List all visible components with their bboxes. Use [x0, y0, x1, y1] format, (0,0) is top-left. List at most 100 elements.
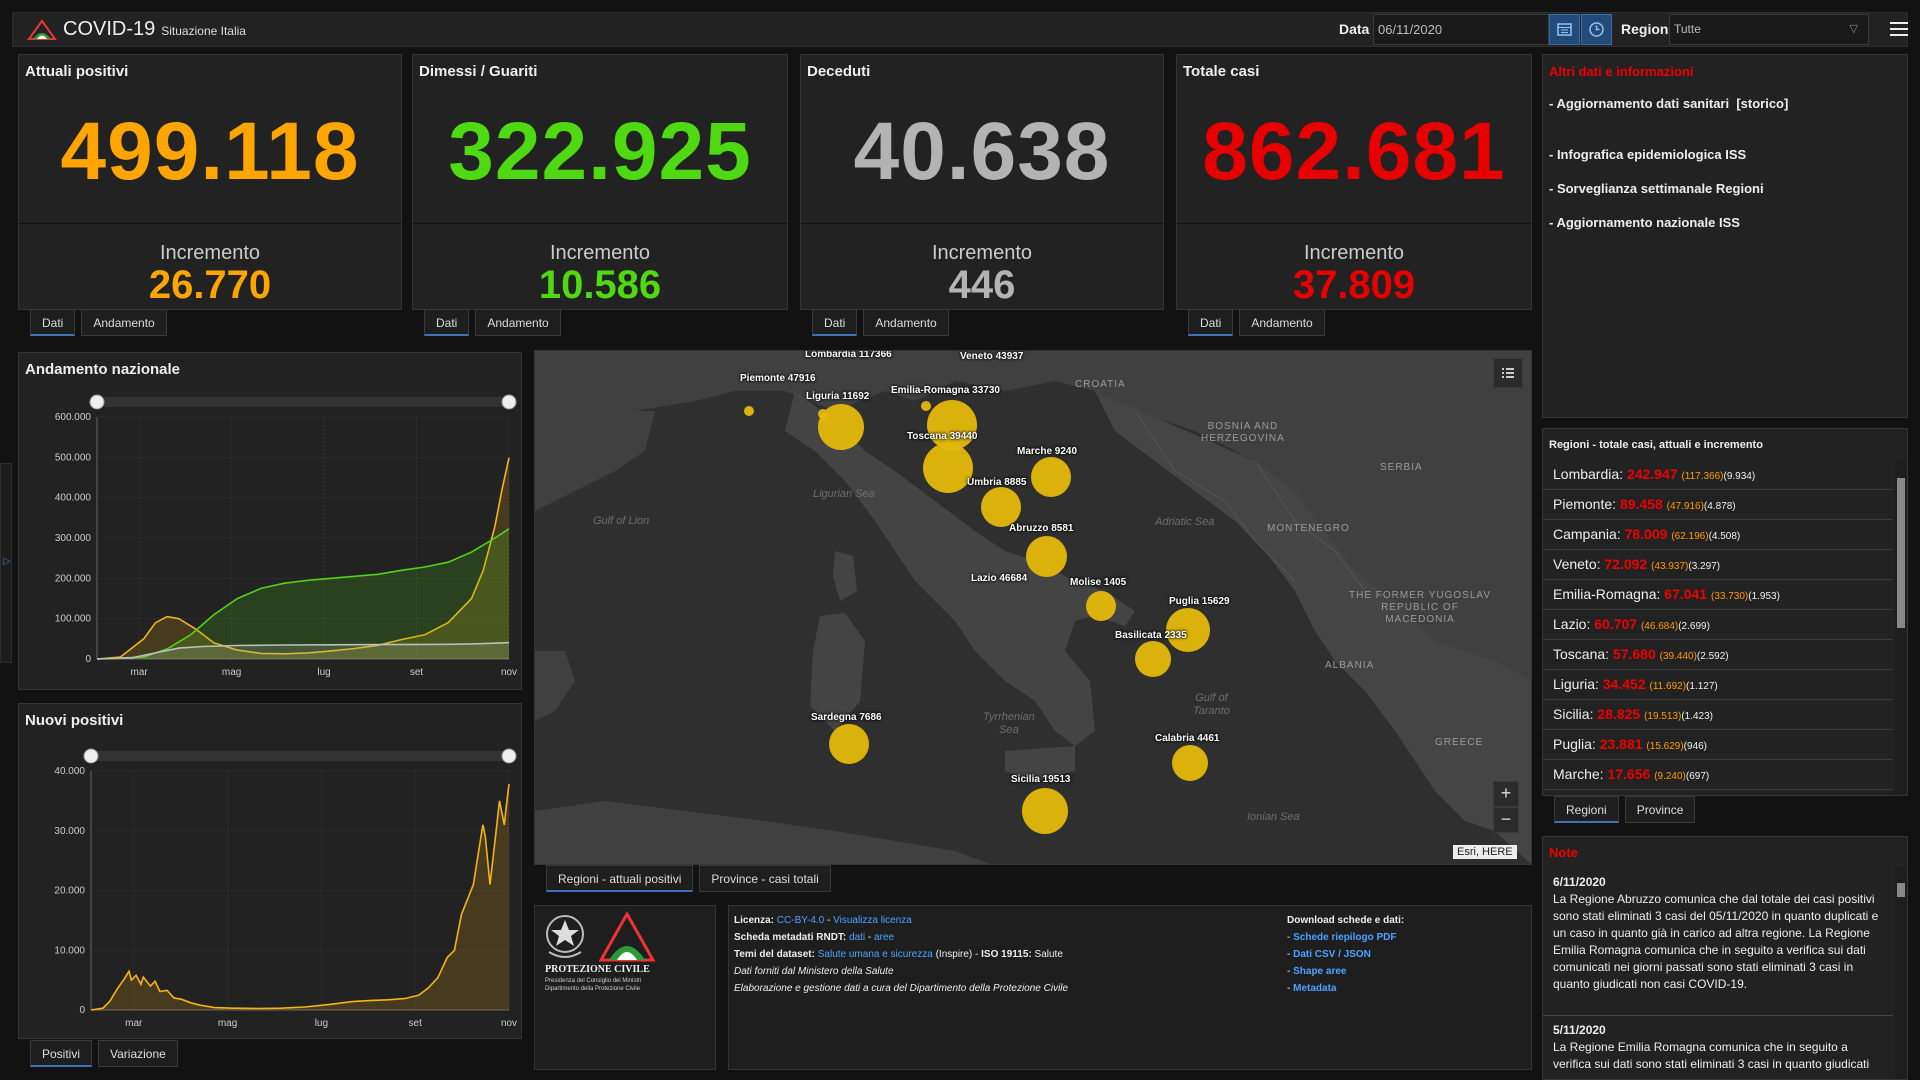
scrollbar-thumb[interactable]: [1897, 478, 1905, 628]
region-select-value: Tutte: [1674, 22, 1701, 36]
italian-emblem-icon: [546, 915, 584, 958]
increment-value: 26.770: [148, 263, 272, 307]
download-csv-json-link[interactable]: Dati CSV / JSON: [1293, 949, 1371, 960]
tab-dati[interactable]: Dati: [812, 309, 858, 336]
tab-andamento[interactable]: Andamento: [475, 309, 561, 336]
series-area: [91, 784, 509, 1010]
sea-label-taranto: Gulf of Taranto: [1193, 692, 1230, 717]
zoom-out-button[interactable]: −: [1493, 807, 1519, 833]
y-tick-label: 30.000: [54, 826, 85, 837]
range-slider-start-handle[interactable]: [83, 748, 99, 764]
metadata-dati-link[interactable]: dati: [849, 932, 866, 943]
tab-dati[interactable]: Dati: [30, 309, 76, 336]
region-row-puglia[interactable]: Puglia: 23.881 (15.629)(946): [1543, 730, 1893, 760]
layer-list-button[interactable]: [1493, 358, 1523, 388]
date-input[interactable]: 06/11/2020: [1373, 14, 1549, 45]
calendar-button[interactable]: [1549, 14, 1580, 45]
map-bubble-toscana[interactable]: [923, 443, 973, 493]
tab-regioni[interactable]: Regioni: [1554, 796, 1619, 823]
map-bubble-umbria[interactable]: [981, 487, 1021, 527]
map-bubble-veneto[interactable]: [921, 401, 931, 411]
metadata-aree-link[interactable]: aree: [874, 932, 895, 943]
region-row-campania[interactable]: Campania: 78.009 (62.196)(4.508): [1543, 520, 1893, 550]
sea-label-ionian: Ionian Sea: [1247, 811, 1300, 823]
map-tabs: Regioni - attuali positivi Province - ca…: [546, 865, 831, 892]
region-row-liguria[interactable]: Liguria: 34.452 (11.692)(1.127): [1543, 670, 1893, 700]
menu-button[interactable]: [1889, 19, 1909, 39]
view-license-link[interactable]: Visualizza licenza: [833, 915, 912, 926]
map-bubble-puglia[interactable]: [1166, 608, 1210, 652]
info-link-aggiornamento-sanitari[interactable]: - Aggiornamento dati sanitari [storico]: [1549, 96, 1789, 111]
region-row-sicilia[interactable]: Sicilia: 28.825 (19.513)(1.423): [1543, 700, 1893, 730]
theme-link[interactable]: Salute umana e sicurezza: [817, 949, 933, 960]
map-bubble-basilicata[interactable]: [1135, 641, 1171, 677]
chevron-right-icon: ▷: [3, 556, 11, 567]
map-label-veneto: Veneto 43937: [960, 351, 1024, 362]
tab-province[interactable]: Province: [1624, 796, 1696, 823]
divider: [801, 223, 1163, 224]
regions-scrollbar[interactable]: [1895, 460, 1907, 793]
tab-province-casi-totali[interactable]: Province - casi totali: [699, 865, 831, 892]
tab-dati[interactable]: Dati: [1188, 309, 1234, 336]
stat-tabs-dimessi: Dati Andamento: [424, 309, 561, 336]
range-slider-start-handle[interactable]: [89, 394, 105, 410]
info-link-aggiornamento-iss[interactable]: - Aggiornamento nazionale ISS: [1549, 215, 1740, 230]
tab-andamento[interactable]: Andamento: [863, 309, 949, 336]
map-bubble-calabria[interactable]: [1172, 745, 1208, 781]
series-area: [97, 528, 509, 659]
note-text: La Regione Abruzzo comunica che dal tota…: [1553, 892, 1879, 991]
region-row-lazio[interactable]: Lazio: 60.707 (46.684)(2.699): [1543, 610, 1893, 640]
region-row-emilia-romagna[interactable]: Emilia-Romagna: 67.041 (33.730)(1.953): [1543, 580, 1893, 610]
range-slider-end-handle[interactable]: [501, 748, 517, 764]
note-date: 6/11/2020: [1553, 875, 1606, 889]
region-row-marche[interactable]: Marche: 17.656 (9.240)(697): [1543, 760, 1893, 790]
map-panel[interactable]: CROATIA BOSNIA AND HERZEGOVINA SERBIA MON…: [534, 350, 1532, 865]
map-bubble-piemonte[interactable]: [744, 406, 754, 416]
region-row-veneto[interactable]: Veneto: 72.092 (43.937)(3.297): [1543, 550, 1893, 580]
stat-title: Deceduti: [807, 63, 871, 80]
range-slider-track[interactable]: [97, 397, 509, 407]
notes-panel: Note 6/11/2020 La Regione Abruzzo comuni…: [1542, 836, 1908, 1080]
map-bubble-emilia-romagna[interactable]: [927, 400, 977, 450]
range-slider-end-handle[interactable]: [501, 394, 517, 410]
download-shape-link[interactable]: Shape aree: [1293, 966, 1347, 977]
stat-panel-dimessi-guariti: Dimessi / Guariti 322.925 Incremento 10.…: [412, 54, 788, 310]
map-bubble-liguria[interactable]: [818, 404, 864, 450]
tab-regioni-attuali-positivi[interactable]: Regioni - attuali positivi: [546, 865, 694, 892]
tab-variazione[interactable]: Variazione: [98, 1040, 178, 1067]
time-button[interactable]: [1581, 14, 1612, 45]
info-link-infografica-iss[interactable]: - Infografica epidemiologica ISS: [1549, 147, 1747, 162]
zoom-in-button[interactable]: +: [1493, 781, 1519, 807]
download-pdf-link[interactable]: Schede riepilogo PDF: [1293, 932, 1397, 943]
stat-title: Totale casi: [1183, 63, 1260, 80]
region-row-lombardia[interactable]: Lombardia: 242.947 (117.366)(9.934): [1543, 460, 1893, 490]
side-panel-toggle[interactable]: ▷: [0, 463, 12, 663]
info-link-sorveglianza-regioni[interactable]: - Sorveglianza settimanale Regioni: [1549, 181, 1764, 196]
tab-andamento[interactable]: Andamento: [81, 309, 167, 336]
map-bubble-molise[interactable]: [1086, 591, 1116, 621]
license-link[interactable]: CC-BY-4.0: [776, 915, 825, 926]
map-bubble-marche[interactable]: [1031, 457, 1071, 497]
info-title: Altri dati e informazioni: [1549, 64, 1694, 79]
scrollbar-thumb[interactable]: [1897, 883, 1905, 897]
range-slider-track[interactable]: [91, 751, 509, 761]
tab-dati[interactable]: Dati: [424, 309, 470, 336]
tab-andamento[interactable]: Andamento: [1239, 309, 1325, 336]
map-label-lazio: Lazio 46684: [971, 573, 1028, 584]
note-date: 5/11/2020: [1553, 1023, 1606, 1037]
x-tick-label: set: [409, 1018, 423, 1029]
region-select[interactable]: Tutte ▽: [1669, 14, 1869, 45]
download-metadata-link[interactable]: Metadata: [1293, 983, 1337, 994]
map-bubble-sardegna[interactable]: [829, 724, 869, 764]
map-bubble-abruzzo[interactable]: [1026, 536, 1067, 577]
region-row-piemonte[interactable]: Piemonte: 89.458 (47.916)(4.878): [1543, 490, 1893, 520]
stat-tabs-attuali: Dati Andamento: [30, 309, 167, 336]
info-panel: Altri dati e informazioni - Aggiornament…: [1542, 54, 1908, 418]
map-label-piemonte: Piemonte 47916: [740, 373, 816, 384]
region-row-toscana[interactable]: Toscana: 57.680 (39.440)(2.592): [1543, 640, 1893, 670]
tab-positivi[interactable]: Positivi: [30, 1040, 93, 1067]
map-attribution[interactable]: Esri, HERE: [1453, 845, 1517, 859]
map-bubble-sicilia[interactable]: [1022, 788, 1068, 834]
notes-scrollbar[interactable]: [1895, 867, 1907, 1079]
x-tick-label: nov: [501, 667, 517, 678]
